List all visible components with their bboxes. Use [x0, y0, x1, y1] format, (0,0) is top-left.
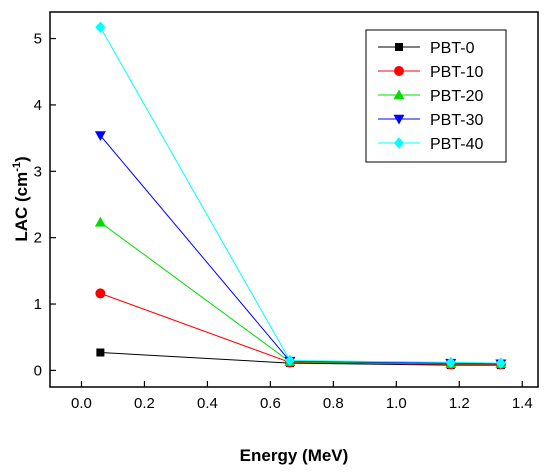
- y-tick-label: 4: [34, 97, 42, 114]
- x-tick-label: 0.8: [323, 395, 344, 412]
- legend-marker: [395, 43, 403, 51]
- y-tick-label: 0: [34, 362, 42, 379]
- legend-marker: [394, 137, 404, 149]
- plot-frame: [49, 11, 539, 388]
- x-tick-label: 0.4: [197, 395, 218, 412]
- legend-box: [365, 29, 507, 163]
- legend-marker: [393, 89, 405, 100]
- x-tick-label: 0.2: [134, 395, 155, 412]
- series-lines: [99, 27, 501, 366]
- data-point-pbt-10: [95, 288, 106, 299]
- data-point-pbt-0: [96, 348, 105, 357]
- legend-label: PBT-0: [430, 40, 475, 57]
- legend-label: PBT-10: [430, 64, 483, 81]
- series-markers: [94, 21, 507, 370]
- y-axis-title-superscript: -1: [11, 162, 23, 172]
- series-line-pbt-30: [100, 135, 501, 365]
- legend-label: PBT-30: [430, 112, 483, 129]
- y-tick-label: 2: [34, 230, 42, 247]
- x-tick-label: 0.0: [71, 395, 92, 412]
- legend-label: PBT-40: [430, 136, 483, 153]
- y-tick-label: 5: [34, 31, 42, 48]
- axis-ticks: 0.0 0.2 0.4 0.6 0.8 1.0 1.2 1.4 0 1 2 3 4 5: [34, 31, 533, 412]
- x-tick-label: 1.0: [386, 395, 407, 412]
- series-line-pbt-20: [100, 221, 501, 365]
- data-point-pbt-40: [445, 356, 456, 369]
- y-tick-label: 3: [34, 163, 42, 180]
- y-axis-title-main: LAC (cm: [12, 172, 31, 242]
- series-line-pbt-0: [100, 352, 501, 366]
- x-tick-label: 1.2: [449, 395, 470, 412]
- x-tick-label: 1.4: [512, 395, 533, 412]
- legend-label: PBT-20: [430, 88, 483, 105]
- x-tick-label: 0.6: [260, 395, 281, 412]
- y-axis-title: LAC (cm-1): [11, 156, 31, 241]
- data-point-pbt-20: [94, 216, 106, 227]
- legend-marker: [393, 114, 405, 125]
- data-point-pbt-40: [495, 357, 506, 369]
- data-point-pbt-40: [284, 354, 295, 367]
- legend-marker: [394, 66, 404, 76]
- data-point-pbt-30: [94, 131, 106, 141]
- x-axis-title: Energy (MeV): [240, 446, 349, 465]
- series-line-pbt-40: [99, 27, 501, 364]
- series-line-pbt-10: [100, 292, 501, 365]
- legend: PBT-0 PBT-10 PBT-20 PBT-30 PBT-40: [365, 29, 507, 163]
- y-axis-title-close: ): [12, 156, 31, 162]
- data-point-pbt-40: [95, 21, 106, 34]
- y-tick-label: 1: [34, 296, 42, 313]
